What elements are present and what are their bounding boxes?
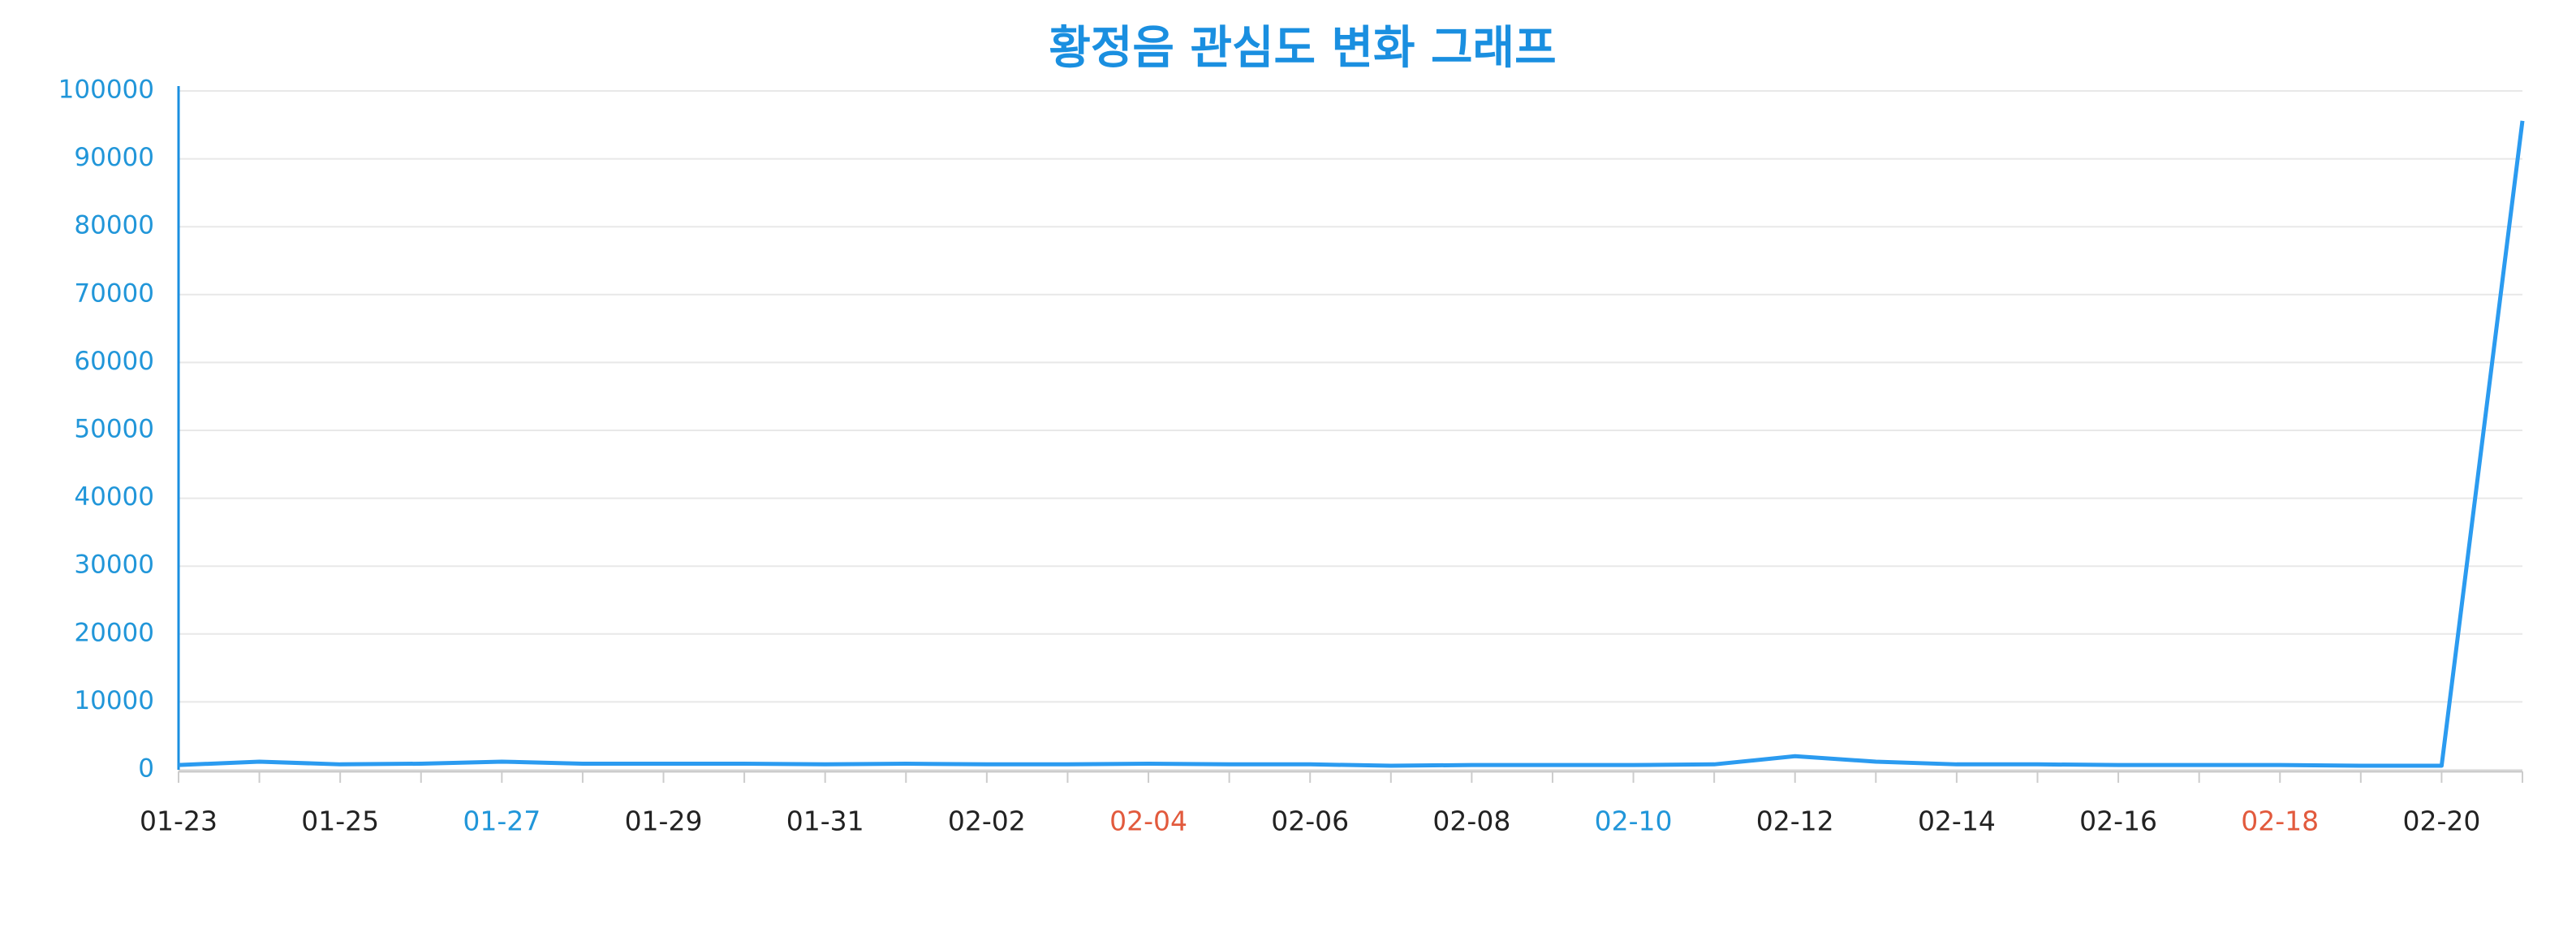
x-tick-label: 02-08 xyxy=(1432,806,1510,837)
x-tick-label: 02-18 xyxy=(2241,806,2319,837)
x-tick-label: 02-16 xyxy=(2079,806,2157,837)
y-tick-label: 70000 xyxy=(74,279,154,308)
y-tick-label: 50000 xyxy=(74,415,154,444)
x-tick-label: 01-31 xyxy=(786,806,864,837)
x-tick-label: 01-29 xyxy=(625,806,703,837)
y-tick-label: 30000 xyxy=(74,551,154,580)
x-tick-label: 02-04 xyxy=(1109,806,1187,837)
x-tick-label: 01-27 xyxy=(463,806,541,837)
x-tick-label: 01-25 xyxy=(301,806,379,837)
x-tick-label: 01-23 xyxy=(140,806,218,837)
x-tick-label: 02-06 xyxy=(1271,806,1349,837)
y-tick-label: 40000 xyxy=(74,482,154,512)
y-tick-label: 0 xyxy=(138,754,154,784)
x-tick-label: 02-12 xyxy=(1756,806,1834,837)
x-tick-label: 02-02 xyxy=(948,806,1026,837)
line-series xyxy=(178,120,2525,768)
y-tick-label: 100000 xyxy=(58,76,154,105)
x-tick-label: 02-20 xyxy=(2402,806,2480,837)
y-tick-label: 10000 xyxy=(74,686,154,715)
x-tick-label: 02-10 xyxy=(1595,806,1673,837)
y-tick-label: 60000 xyxy=(74,347,154,376)
y-tick-label: 20000 xyxy=(74,618,154,647)
chart-title: 황정음 관심도 변화 그래프 xyxy=(1049,22,1556,75)
x-tick-label: 02-14 xyxy=(1918,806,1996,837)
y-tick-label: 80000 xyxy=(74,211,154,240)
y-tick-label: 90000 xyxy=(74,143,154,172)
